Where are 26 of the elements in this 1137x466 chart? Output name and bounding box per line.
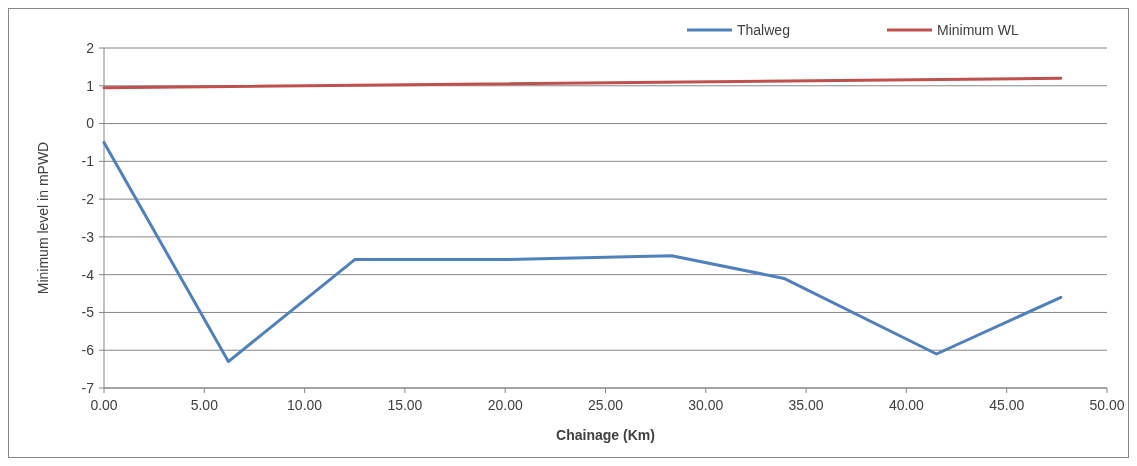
legend-label: Minimum WL: [937, 21, 1019, 38]
y-tick-label: 2: [86, 39, 95, 56]
x-tick-label: 30.00: [688, 397, 724, 413]
legend-label: Thalweg: [737, 21, 790, 38]
x-tick-label: 25.00: [587, 397, 624, 413]
x-tick-label: 15.00: [387, 397, 423, 413]
x-axis-title: Chainage (Km): [556, 427, 655, 443]
x-tick-label: 45.00: [989, 397, 1025, 413]
y-tick-label: 0: [86, 115, 95, 132]
x-tick-label: 10.00: [287, 397, 323, 413]
y-tick-label: -1: [81, 153, 95, 170]
y-tick-label: -6: [81, 342, 95, 359]
x-tick-label: 50.00: [1089, 397, 1125, 413]
x-tick-label: 5.00: [190, 397, 219, 413]
y-tick-label: -3: [81, 228, 95, 245]
x-tick-label: 0.00: [90, 397, 118, 413]
line-series: [102, 140, 1063, 364]
y-tick-label: -2: [81, 191, 95, 208]
x-tick-label: 20.00: [487, 397, 523, 413]
y-tick-label: -4: [81, 266, 95, 283]
y-axis-title: Minimum level in mPWD: [35, 141, 51, 295]
y-tick-label: -5: [81, 304, 95, 321]
y-tick-label: 1: [86, 77, 95, 94]
x-tick-label: 40.00: [888, 397, 925, 413]
x-tick-label: 35.00: [788, 397, 824, 413]
y-tick-label: -7: [81, 379, 95, 396]
